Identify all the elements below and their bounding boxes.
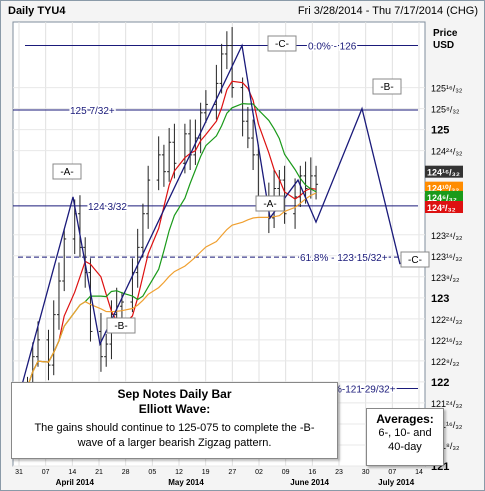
y-tick-label: 122²⁴/₃₂ xyxy=(431,315,463,325)
y-tick-label: 121¹⁶/₃₂ xyxy=(431,420,463,430)
y-tick-label: 122⁸/₃₂ xyxy=(431,357,460,367)
averages-line-2: 40-day xyxy=(388,441,422,453)
commentary-body: The gains should continue to 125-075 to … xyxy=(34,422,315,449)
moving-average-line xyxy=(26,192,317,388)
averages-title: Averages: xyxy=(376,412,434,426)
level-label: 125 7/32+ xyxy=(70,106,115,117)
wave-label-box xyxy=(255,195,285,212)
chart-title: Daily TYU4 xyxy=(8,5,66,17)
x-tick-label: 14 xyxy=(68,469,76,476)
y-tick-label: 125 xyxy=(431,125,449,137)
wave-label: -A- xyxy=(60,167,73,178)
x-tick-label: 02 xyxy=(255,469,263,476)
x-tick-label: 09 xyxy=(282,469,290,476)
x-month-label: April 2014 xyxy=(56,478,95,487)
x-tick-label: 05 xyxy=(148,469,156,476)
x-tick-label: 07 xyxy=(388,469,396,476)
x-month-label: July 2014 xyxy=(378,478,415,487)
commentary-box: Sep Notes Daily Bar Elliott Wave: The ga… xyxy=(11,382,338,459)
y-tick-label: 122¹⁶/₃₂ xyxy=(431,336,463,346)
wave-label: -A- xyxy=(263,199,276,210)
x-tick-label: 14 xyxy=(415,469,423,476)
y-tick-label: 123²⁴/₃₂ xyxy=(431,231,463,241)
price-flag xyxy=(425,181,463,194)
y-axis-unit: USD xyxy=(433,40,454,51)
level-label: 61.8% - 123 15/32+ xyxy=(300,253,388,264)
y-tick-label: 121²⁴/₃₂ xyxy=(431,399,463,409)
y-tick-label: 121⁸/₃₂ xyxy=(431,441,460,451)
y-tick-label: 124²⁴/₃₂ xyxy=(431,147,463,157)
price-flag-label: 124⁶/₃₂ xyxy=(427,193,457,203)
price-flag-label: 124²/₃₂ xyxy=(427,203,456,213)
averages-legend: Averages: 6-, 10- and 40-day xyxy=(366,408,444,466)
y-tick-label: 122 xyxy=(431,377,449,389)
wave-label: -B- xyxy=(380,82,393,93)
price-flag-label: 124¹⁰/₃₂ xyxy=(427,184,459,194)
y-tick-label: 123 xyxy=(431,293,449,305)
x-tick-label: 19 xyxy=(202,469,210,476)
x-tick-label: 21 xyxy=(95,469,103,476)
x-tick-label: 12 xyxy=(175,469,183,476)
x-month-label: June 2014 xyxy=(290,478,329,487)
moving-average-line xyxy=(26,80,317,388)
x-tick-label: 23 xyxy=(335,469,343,476)
wave-label: -C- xyxy=(408,255,422,266)
averages-line-1: 6-, 10- and xyxy=(378,427,432,439)
x-tick-label: 28 xyxy=(122,469,130,476)
y-tick-label: 123⁸/₃₂ xyxy=(431,273,460,283)
date-range: Fri 3/28/2014 - Thu 7/17/2014 (CHG) xyxy=(297,5,478,17)
wave-label-box xyxy=(267,35,297,52)
price-flag-label: 124¹⁶/₃₂ xyxy=(427,168,460,178)
y-tick-label: 125⁸/₃₂ xyxy=(431,105,460,115)
wave-label: -B- xyxy=(114,321,127,332)
wave-label-box xyxy=(372,78,402,95)
price-flag xyxy=(425,201,463,213)
x-tick-label: 30 xyxy=(362,469,370,476)
commentary-subtitle: Elliott Wave: xyxy=(138,402,211,416)
wave-label-box xyxy=(400,251,430,268)
y-axis-title: Price xyxy=(433,28,458,39)
x-tick-label: 31 xyxy=(15,469,23,476)
y-tick-label: 125¹⁶/₃₂ xyxy=(431,84,463,94)
x-tick-label: 16 xyxy=(308,469,316,476)
price-flag xyxy=(425,190,463,203)
price-flag xyxy=(425,165,463,178)
wave-label: -C- xyxy=(275,39,289,50)
x-tick-label: 07 xyxy=(42,469,50,476)
y-tick-label: 123¹⁶/₃₂ xyxy=(431,252,463,262)
wave-label-box xyxy=(106,317,136,334)
level-label: 124 3/32 xyxy=(88,202,127,213)
wave-label-box xyxy=(52,163,82,180)
x-month-label: May 2014 xyxy=(168,478,204,487)
level-label: 0.0% - 126 xyxy=(308,42,357,53)
commentary-title: Sep Notes Daily Bar xyxy=(117,387,232,401)
x-tick-label: 27 xyxy=(228,469,236,476)
elliott-wave-path xyxy=(20,43,401,389)
